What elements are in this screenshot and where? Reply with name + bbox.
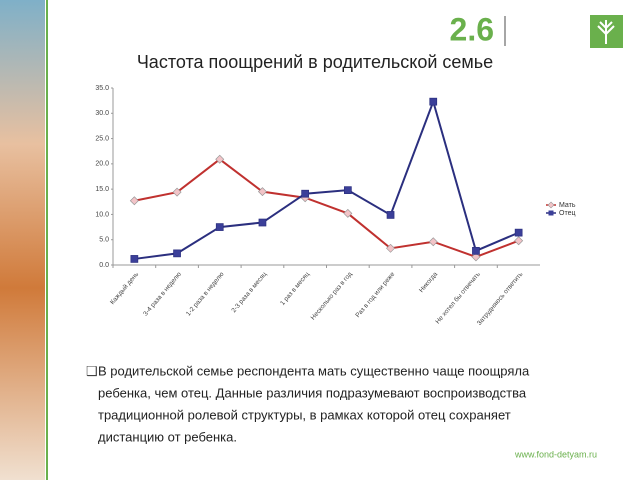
marker (301, 189, 309, 198)
legend-label: Отец (559, 210, 575, 217)
x-tick-label: Раз в год или реже (354, 271, 396, 319)
x-tick-label: Не хотел бы отвечать (434, 270, 483, 326)
y-tick-label: 20.0 (95, 161, 109, 168)
x-tick-label: 2-3 раза в месяц (230, 271, 268, 314)
series-line (134, 158, 520, 258)
y-tick-label: 15.0 (95, 186, 109, 193)
series-line (134, 98, 520, 260)
x-tick-label: 1-2 раза в неделю (185, 271, 226, 318)
bullet-line: традиционной ролевой структуры, в рамках… (98, 407, 511, 422)
marker (514, 228, 523, 237)
marker (173, 249, 181, 258)
y-tick-label: 35.0 (95, 85, 109, 92)
slide-number: 2.6 (450, 11, 494, 47)
y-tick-label: 5.0 (99, 237, 109, 244)
bullet-icon: ❑ (86, 363, 98, 378)
legend-marker (547, 201, 555, 209)
bullet-line: В родительской семье респондента мать су… (98, 363, 530, 378)
bullet-text: В родительской семье респондента мать су… (98, 363, 530, 444)
url: www.fond-detyam.ru (514, 449, 597, 459)
marker (172, 187, 182, 197)
marker (472, 246, 480, 255)
marker (215, 154, 225, 164)
photo-strip (0, 0, 45, 480)
marker (471, 252, 481, 262)
marker (386, 243, 396, 253)
marker (343, 208, 353, 218)
marker (130, 255, 139, 263)
marker (215, 223, 224, 231)
x-tick-label: 3-4 раза в неделю (142, 271, 183, 318)
logo-tree (597, 20, 615, 44)
y-tick-label: 30.0 (95, 110, 109, 117)
y-tick-label: 25.0 (95, 135, 109, 142)
marker (129, 196, 139, 206)
chart: 0.0 5.0 10.0 15.0 20.0 25.0 30.0 35.0 Каждый ден… (95, 85, 575, 327)
legend-marker (548, 210, 554, 216)
y-tick-label: 10.0 (95, 211, 109, 218)
chart-title: Частота поощрений в родительской семье (137, 52, 493, 72)
bullet-line: дистанцию от ребенка. (98, 429, 237, 444)
x-tick-label: Каждый день (108, 270, 140, 306)
marker (258, 218, 267, 227)
marker (428, 237, 438, 247)
marker (386, 211, 395, 219)
x-tick-label: Несколько раз в год (310, 271, 354, 322)
legend-label: Мать (559, 202, 576, 209)
marker (344, 186, 352, 195)
x-tick-label: Затрудняюсь ответить (476, 270, 525, 327)
marker (514, 236, 524, 246)
marker (429, 97, 438, 106)
y-tick-label: 0.0 (99, 262, 109, 269)
x-tick-label: 1 раз в месяц (279, 271, 311, 307)
bullet-line: ребенка, чем отец. Данные различия подра… (98, 385, 527, 400)
marker (257, 187, 267, 197)
x-tick-label: Никогда (418, 271, 439, 294)
